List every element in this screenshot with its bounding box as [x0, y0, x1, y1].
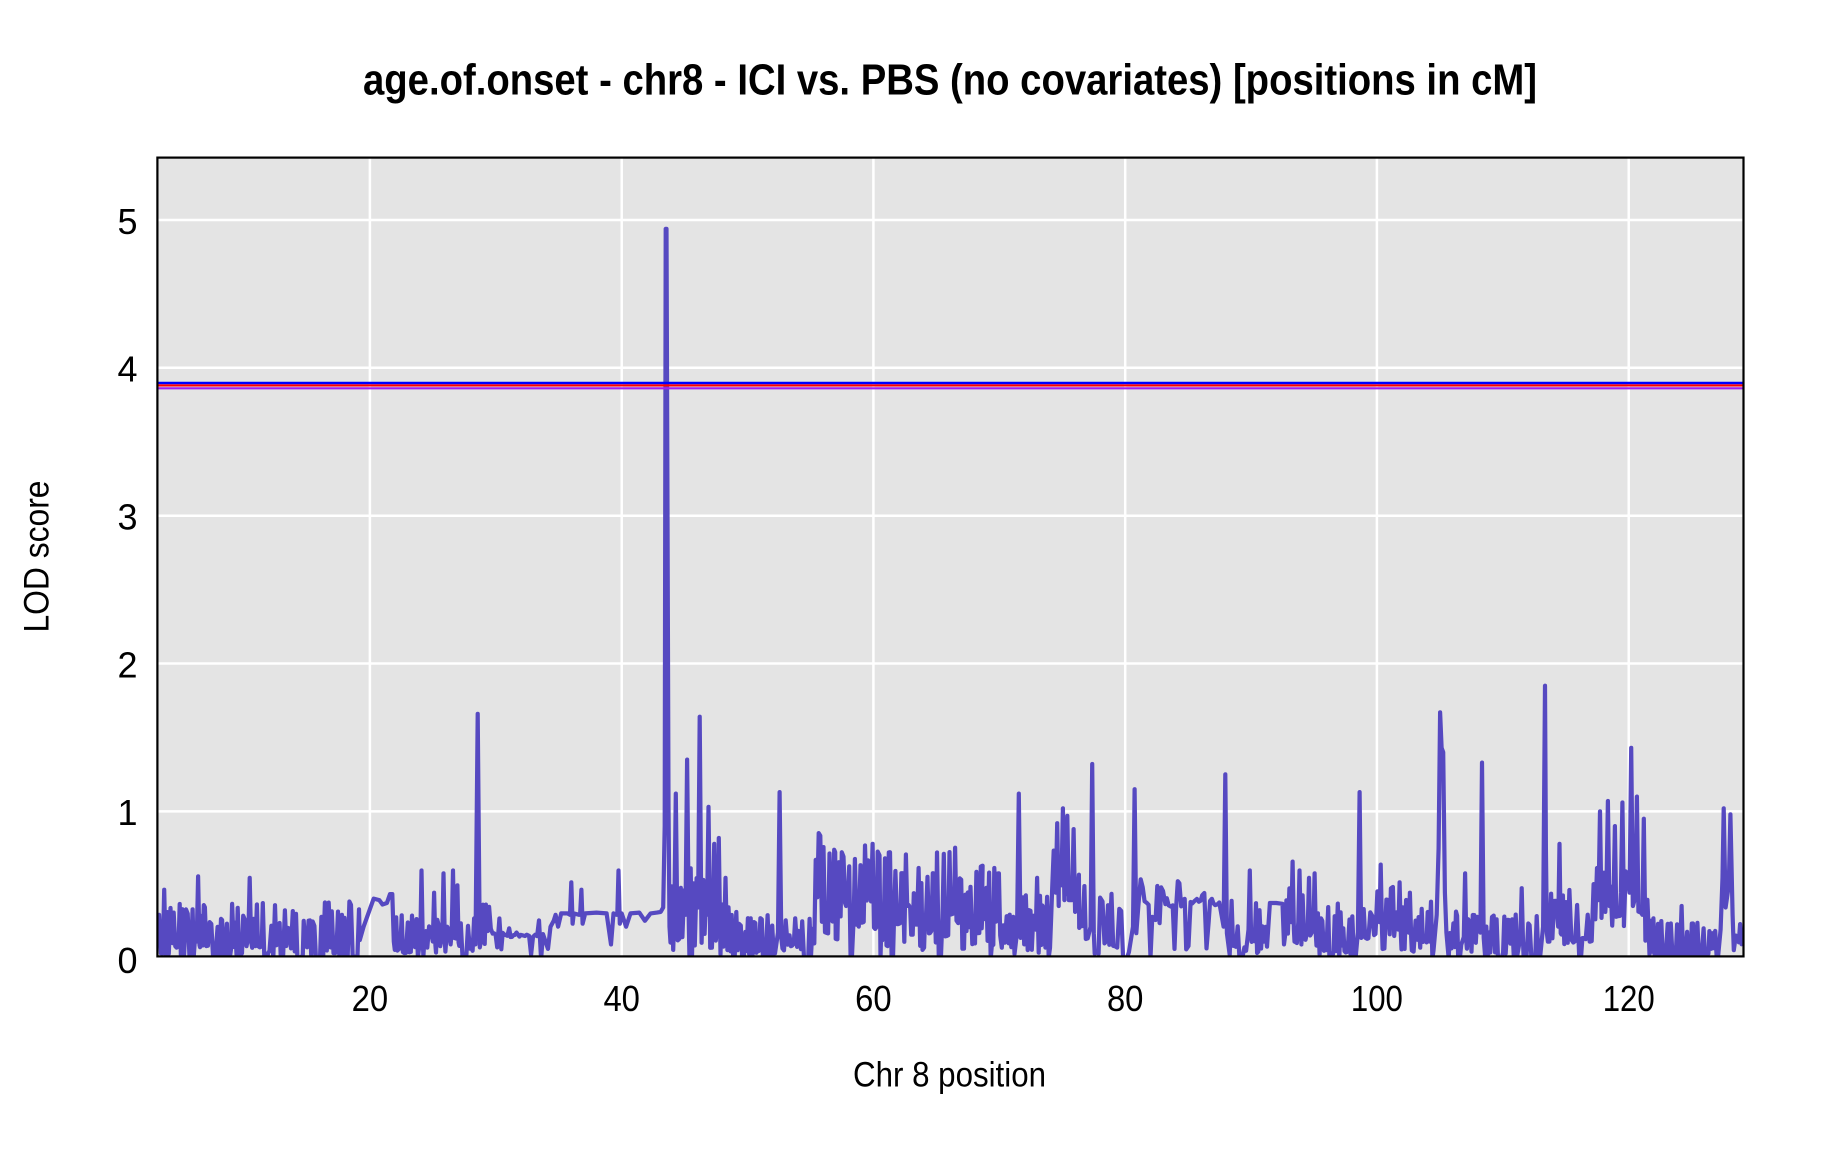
svg-text:Chr 8 position: Chr 8 position [853, 1056, 1046, 1095]
svg-text:100: 100 [1351, 978, 1403, 1019]
svg-text:60: 60 [855, 978, 892, 1019]
svg-text:5: 5 [117, 201, 137, 242]
svg-text:age.of.onset - chr8 - ICI vs.: age.of.onset - chr8 - ICI vs. PBS (no co… [363, 56, 1537, 105]
svg-text:3: 3 [117, 497, 137, 538]
svg-text:1: 1 [117, 792, 137, 833]
svg-text:4: 4 [117, 349, 137, 390]
svg-text:80: 80 [1107, 978, 1144, 1019]
svg-text:0: 0 [117, 940, 137, 981]
svg-text:20: 20 [352, 978, 389, 1019]
svg-text:40: 40 [603, 978, 640, 1019]
svg-text:LOD score: LOD score [18, 481, 57, 633]
svg-text:2: 2 [117, 644, 137, 685]
svg-text:120: 120 [1603, 978, 1655, 1019]
